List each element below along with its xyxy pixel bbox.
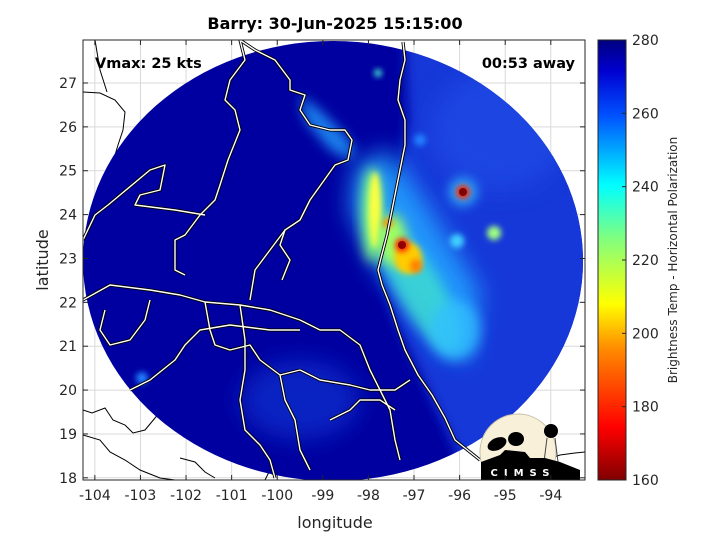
colorbar [597,39,627,481]
border-line [94,40,108,93]
y-tick-label: 25 [59,164,77,180]
y-tick-label: 23 [59,251,77,267]
x-tick-label: -102 [170,488,202,504]
y-tick-label: 20 [59,383,77,399]
colorbar-tick-label: 160 [632,473,659,489]
x-tick-label: -96 [448,488,471,504]
y-tick-label: 22 [59,295,77,311]
x-tick-label: -104 [79,488,111,504]
y-tick-label: 18 [59,471,77,487]
x-tick-label: -103 [125,488,157,504]
colorbar-tick-label: 280 [632,33,659,49]
y-axis-label: latitude [33,229,52,290]
cimss-logo: CIMSS [479,413,580,480]
colorbar-label: Brightness Temp - Horizontal Polarizatio… [666,137,680,384]
time-away-annotation: 00:53 away [482,56,576,72]
x-tick-label: -97 [403,488,426,504]
colorbar-tick-label: 220 [632,253,659,269]
cimss-logo-text: CIMSS [491,468,556,479]
x-tick-label: -100 [261,488,293,504]
y-tick-label: 24 [59,208,77,224]
y-tick-label: 27 [59,76,77,92]
x-tick-label: -95 [494,488,517,504]
x-tick-label: -98 [357,488,380,504]
y-tick-label: 26 [59,120,77,136]
axis-ticks [83,40,585,480]
colorbar-tick-label: 260 [632,106,659,122]
y-tick-label: 19 [59,427,77,443]
x-axis-label: longitude [297,513,372,532]
axes-frame [82,39,586,481]
vmax-annotation: Vmax: 25 kts [95,56,202,72]
x-tick-label: -101 [216,488,248,504]
x-tick-labels: -104 -103 -102 -101 -100 -99 -98 -97 -96 -95 -94 [79,488,562,504]
border-line [83,91,126,156]
colorbar-tick-label: 200 [632,326,659,342]
x-tick-label: -94 [539,488,562,504]
colorbar-ticks: 160 180 200 220 240 260 280 [622,33,659,489]
plot-title: Barry: 30-Jun-2025 15:15:00 [207,14,462,33]
border-line [179,457,216,479]
x-tick-label: -99 [311,488,334,504]
coastline-and-states [83,40,482,479]
y-tick-label: 21 [59,339,77,355]
y-tick-labels: 18 19 20 21 22 23 24 25 26 27 [59,76,77,487]
border-line [83,434,176,480]
colorbar-tick-label: 240 [632,180,659,196]
colorbar-tick-label: 180 [632,400,659,416]
